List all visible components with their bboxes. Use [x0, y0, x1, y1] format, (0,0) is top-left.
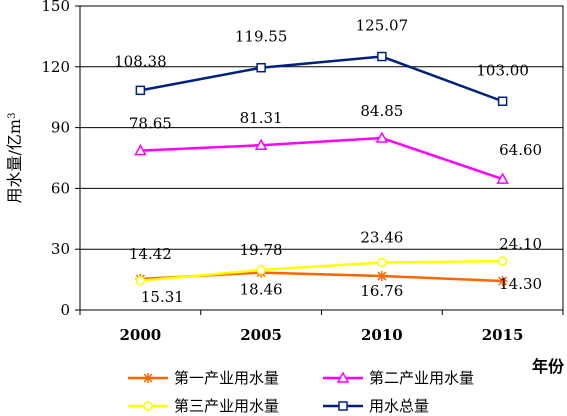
data-labels: 15.31 18.46 16.76 14.30 78.65 81.31 84.85 64.60…	[114, 17, 542, 306]
legend-label: 第二产业用水量	[369, 369, 474, 387]
data-label: 14.30	[499, 275, 542, 293]
axes: 0 30 60 90 120 150 2000 2005 2010 2015	[41, 0, 564, 344]
asterisk-stroke	[377, 271, 387, 281]
legend-entry: 第三产业用水量	[128, 397, 279, 415]
asterisk-stroke	[498, 276, 508, 286]
y-tick-label: 120	[41, 58, 70, 76]
x-axis-label: 年份	[532, 357, 565, 376]
y-tick-label: 150	[41, 0, 70, 15]
y-tick-label: 60	[51, 179, 70, 197]
asterisk-stroke	[143, 373, 153, 383]
legend-entry: 第一产业用水量	[128, 369, 279, 387]
data-label: 84.85	[360, 102, 403, 120]
series-line	[140, 136, 504, 181]
data-label: 14.42	[129, 245, 172, 263]
y-tick-label: 0	[60, 301, 70, 319]
legend-marker	[143, 401, 153, 411]
grid	[80, 66, 563, 250]
y-axis-label-superscript: 3	[7, 113, 18, 119]
legend-marker	[336, 371, 350, 383]
data-label: 15.31	[141, 288, 184, 306]
data-point	[496, 172, 509, 184]
data-point	[497, 96, 508, 107]
legend-marker	[143, 373, 153, 383]
data-label: 125.07	[356, 17, 409, 35]
x-tick-label: 2000	[120, 326, 162, 344]
data-label: 24.10	[499, 235, 542, 253]
y-axis-label: 用水量/亿m3	[5, 113, 24, 204]
legend-entry: 用水总量	[323, 397, 429, 415]
legend-marker	[338, 401, 348, 411]
legend-label: 第三产业用水量	[174, 397, 279, 415]
data-point	[497, 276, 508, 287]
data-label: 16.76	[360, 282, 403, 300]
data-point	[134, 144, 147, 156]
data-point	[376, 271, 387, 282]
data-label: 119.55	[235, 28, 288, 46]
x-tick-label: 2005	[240, 326, 282, 344]
series-line	[140, 259, 503, 283]
data-label: 108.38	[114, 52, 167, 70]
legend-label: 用水总量	[369, 397, 429, 415]
data-label: 64.60	[499, 141, 542, 159]
data-label: 78.65	[129, 115, 172, 133]
data-label: 19.78	[240, 241, 283, 259]
legend-label: 第一产业用水量	[174, 369, 279, 387]
data-label: 23.46	[360, 228, 403, 246]
data-point	[135, 85, 146, 96]
legend-entry: 第二产业用水量	[323, 369, 474, 387]
data-point	[377, 51, 387, 62]
series-line	[140, 55, 504, 103]
x-tick-label: 2010	[361, 326, 403, 344]
data-point	[497, 256, 508, 266]
data-point	[254, 138, 268, 150]
data-point	[377, 257, 387, 268]
y-tick-label: 30	[51, 240, 70, 258]
y-tick-label: 90	[51, 119, 70, 137]
data-point	[256, 62, 266, 73]
x-tick-label: 2015	[482, 326, 524, 344]
data-point	[256, 265, 266, 275]
series	[134, 51, 509, 287]
data-label: 18.46	[240, 281, 283, 299]
data-point	[375, 131, 389, 143]
data-label: 81.31	[240, 109, 283, 127]
data-point	[135, 276, 146, 286]
data-label: 103.00	[476, 61, 529, 79]
